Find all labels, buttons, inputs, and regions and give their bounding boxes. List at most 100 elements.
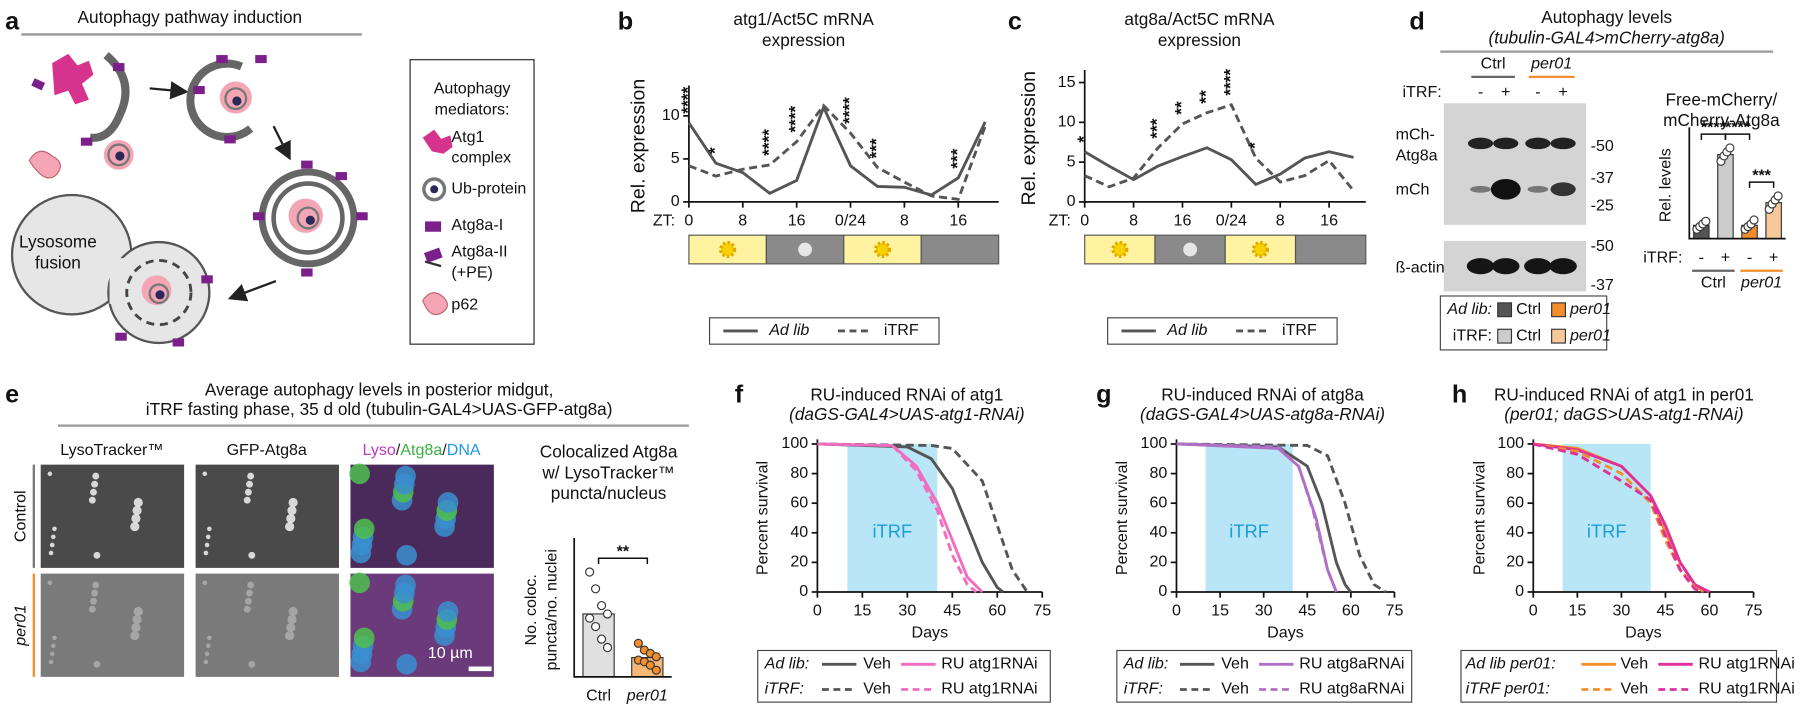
puncta (202, 580, 208, 586)
region-label: iTRF (872, 521, 912, 542)
shaded-region (1205, 443, 1293, 592)
nucleus (396, 653, 418, 675)
data-point (590, 584, 601, 594)
chart-title: RU-induced RNAi of atg1 in per01 (1494, 384, 1754, 404)
y-tick-label: 0 (1067, 192, 1076, 210)
puncta (47, 471, 53, 477)
axis-line (1532, 439, 1754, 593)
legend-label: RU atg8aRNAi (1299, 680, 1404, 698)
series-line (817, 442, 1005, 594)
significance: *** (866, 138, 886, 158)
legend-box (1439, 295, 1608, 351)
panel-letter: c (1008, 8, 1022, 36)
nucleus (395, 574, 416, 596)
micrograph (350, 464, 494, 568)
series-line (1084, 103, 1355, 192)
axis-line (1175, 439, 1395, 593)
merge-part: DNA (447, 441, 481, 459)
puncta (287, 505, 297, 516)
chart-title: w/ LysoTracker™ (541, 462, 674, 482)
x-tick-label: + (1769, 248, 1778, 266)
series-line (1176, 442, 1387, 594)
puncta (202, 471, 208, 477)
band (1550, 182, 1576, 197)
legend-label: iTRF (884, 321, 919, 339)
lane-label: + (1558, 83, 1567, 101)
chart-title: RU-induced RNAi of atg8a (1161, 384, 1364, 404)
x-tick-label: 16 (1320, 212, 1338, 230)
puncta (243, 605, 251, 613)
panel-title: Autophagy pathway induction (78, 7, 303, 27)
legend-label: Veh (1221, 680, 1249, 698)
region-label: iTRF (1587, 521, 1627, 542)
legend-label: RU atg1RNAi (1698, 680, 1794, 698)
lane-label: + (1501, 83, 1510, 101)
legend-label: RU atg1RNAi (1698, 655, 1794, 673)
legend-box (1116, 649, 1413, 703)
series-line (817, 442, 984, 594)
axis-line (1083, 69, 1366, 203)
sun-icon (719, 240, 737, 259)
chart-title: RU-induced RNAi of atg1 (810, 384, 1003, 404)
chart-title: mCherry-Atg8a (1663, 110, 1780, 130)
series-line (817, 442, 978, 594)
lane-group: per01 (1530, 54, 1572, 72)
puncta (244, 488, 252, 496)
x-tick-label: 0 (1529, 602, 1538, 620)
x-tick-label: 16 (1174, 212, 1192, 230)
puncta (132, 505, 142, 516)
x-axis-label: Days (912, 624, 949, 642)
puncta (92, 581, 100, 589)
mw-marker: -50 (1591, 237, 1614, 255)
legend-box (1460, 649, 1778, 703)
bar (1717, 154, 1734, 240)
y-tick-label: 80 (790, 464, 808, 482)
band (1493, 137, 1519, 150)
significance-bracket (1748, 181, 1775, 188)
data-point (596, 600, 607, 611)
nucleus (353, 518, 375, 540)
legend-label: iTRF (1282, 321, 1317, 339)
puncta (131, 622, 141, 633)
significance: * (1244, 142, 1264, 149)
significance: **** (785, 105, 805, 132)
legend-label: Veh (1221, 655, 1249, 673)
shaded-region (847, 443, 938, 592)
band (1550, 137, 1576, 150)
merge-part: Atg8a (400, 441, 442, 459)
puncta (51, 534, 56, 540)
scale-label: 10 µm (428, 644, 473, 662)
puncta (48, 550, 54, 556)
series-line (1533, 442, 1711, 594)
data-point (1773, 191, 1783, 201)
data-point (585, 613, 595, 623)
legend-label: Atg1 (451, 128, 484, 146)
panel-title: (tubulin-GAL4>mCherry-atg8a) (1488, 28, 1724, 48)
dark-phase (920, 234, 1000, 265)
micrograph (350, 573, 494, 677)
mw-marker: -50 (1591, 137, 1614, 155)
panel-letter: f (735, 380, 744, 408)
legend-label: Ad lib (768, 321, 809, 339)
puncta (92, 472, 100, 480)
legend-group: iTRF per01: (1466, 680, 1550, 698)
puncta (203, 550, 209, 556)
y-tick-label: 20 (790, 553, 808, 571)
y-tick-label: 60 (790, 493, 808, 511)
row-label: per01 (11, 605, 29, 647)
nucleus (353, 627, 375, 649)
significance: **** (1725, 119, 1751, 137)
puncta (287, 614, 297, 625)
data-point (651, 652, 661, 662)
mw-marker: -37 (1591, 169, 1614, 187)
x-axis-label: Days (1267, 624, 1304, 642)
series-line (1083, 146, 1354, 187)
legend-group: iTRF: (1453, 326, 1492, 344)
puncta (244, 597, 252, 605)
y-axis-label: No. coloc. (522, 574, 540, 645)
data-point (596, 634, 607, 644)
significance: **** (1701, 119, 1727, 137)
puncta (133, 497, 143, 508)
legend-title: Autophagy (434, 80, 511, 98)
mw-marker: -25 (1591, 197, 1614, 215)
